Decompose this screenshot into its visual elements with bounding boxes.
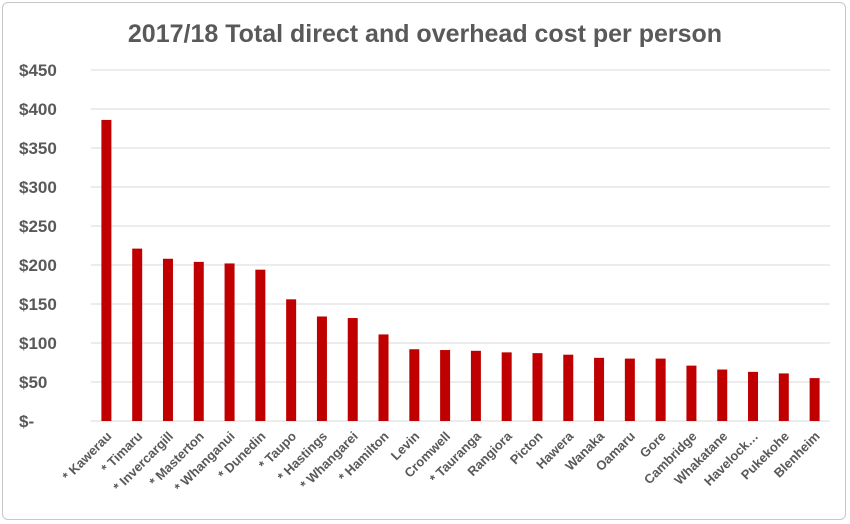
bar (686, 365, 697, 421)
bar (162, 258, 173, 421)
bar (255, 269, 266, 421)
bar (748, 371, 759, 421)
bars (101, 119, 820, 422)
bar (655, 358, 666, 421)
bar (594, 357, 605, 421)
chart-title: 2017/18 Total direct and overhead cost p… (127, 20, 723, 48)
bar (624, 358, 635, 421)
bar (717, 369, 728, 421)
bar (778, 373, 789, 421)
y-tick-label: $400 (19, 100, 57, 119)
x-axis-ticks: * Kawerau* Timaru* Invercargill* Mastert… (59, 428, 822, 495)
bar (224, 263, 235, 421)
bar (809, 378, 820, 421)
y-tick-label: $50 (19, 373, 47, 392)
bar (440, 350, 451, 421)
bar (378, 334, 389, 421)
bar (132, 248, 143, 421)
bar (193, 261, 204, 421)
y-tick-label: $- (19, 412, 34, 431)
bar (563, 354, 574, 421)
y-tick-label: $350 (19, 139, 57, 158)
bar (316, 316, 327, 421)
bar (501, 352, 512, 421)
y-tick-label: $250 (19, 217, 57, 236)
bar (347, 318, 358, 421)
bar (409, 349, 420, 421)
y-axis-ticks: $- $50 $100 $150 $200 $250 $300 $350 $400 $450 (19, 61, 57, 431)
y-tick-label: $450 (19, 61, 57, 80)
bar (101, 119, 112, 422)
y-tick-label: $100 (19, 334, 57, 353)
gridlines (91, 69, 830, 422)
bar (470, 350, 481, 421)
bar (532, 353, 543, 421)
y-tick-label: $150 (19, 295, 57, 314)
y-tick-label: $200 (19, 256, 57, 275)
bar (286, 299, 297, 421)
y-tick-label: $300 (19, 178, 57, 197)
